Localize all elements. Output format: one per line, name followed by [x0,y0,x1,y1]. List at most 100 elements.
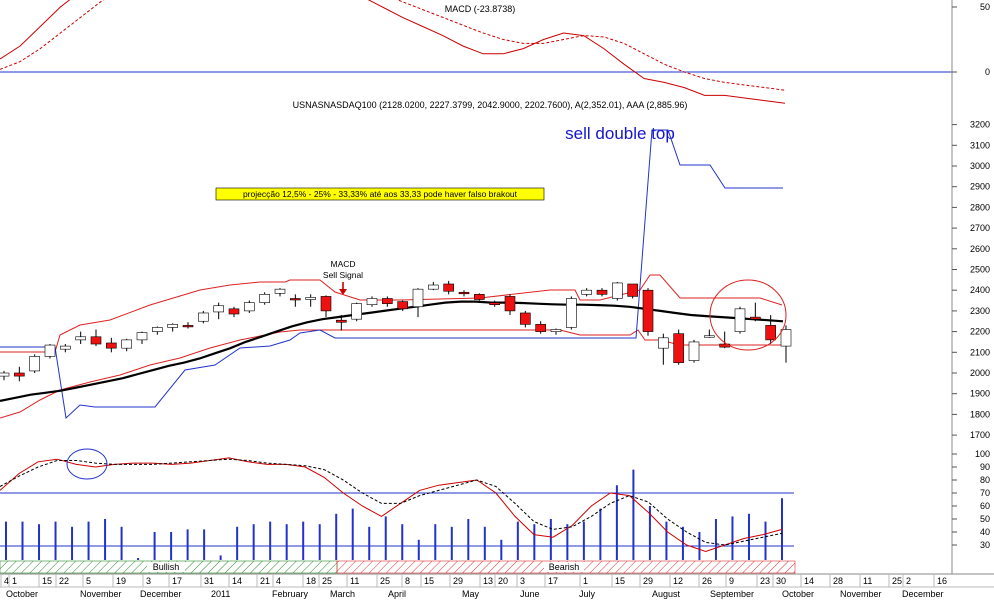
candle-up [704,329,715,338]
candle-body [704,335,715,338]
price-tick-label: 2200 [970,327,990,337]
candle-body [780,329,792,347]
candle-up [213,302,224,320]
candle-down [228,306,240,318]
price-tick-label: 2500 [970,265,990,275]
candle-body [489,302,500,305]
candle-body [504,296,516,312]
candle-body [182,325,194,328]
price-tick-label: 2800 [970,202,990,212]
candle-down [382,296,393,307]
candle-down [750,302,761,322]
candle-body [397,301,408,310]
date-day-label: 29 [453,576,463,586]
date-day-label: 11 [350,576,359,586]
candle-down [182,322,194,329]
price-tick-label: 2600 [970,244,990,254]
date-month-label: December [140,589,182,599]
candle-down [443,280,454,295]
moving-average-line [0,300,784,402]
date-day-label: 3 [146,576,151,586]
date-month-label: April [388,589,406,599]
candle-up [274,288,286,297]
candle-body [29,356,40,372]
candle-up [29,354,40,373]
price-panel: USNASNASDAQ100 (2128.0200, 2227.3799, 20… [0,100,792,420]
candle-down [474,293,485,301]
candle-body [14,372,25,377]
candle-up [734,306,746,334]
date-day-label: 23 [760,576,770,586]
candle-down [627,283,638,299]
date-day-label: 25 [380,576,390,586]
candle-down [673,329,684,365]
candle-up [44,344,56,359]
date-day-label: 9 [729,576,734,586]
candle-down [520,310,531,328]
candle-body [673,333,684,363]
price-stop-line [0,129,783,420]
candle-body [765,325,776,341]
date-axis: 4 1 15 22 5 19 3 17 31 14 21 4 18 25 11 25 8 15 29 13 20 3 17 1… [0,573,994,599]
candle-body [152,327,163,332]
candle-body [382,298,393,304]
date-day-label: 17 [172,576,182,586]
candle-body [75,336,86,341]
macd-tick-label: 0 [985,67,990,77]
date-day-label: 5 [86,576,91,586]
price-tick-label: 1800 [970,409,990,419]
candle-up [198,310,209,324]
date-month-label: December [902,589,944,599]
candle-up [428,281,439,291]
date-day-label: 22 [59,576,69,586]
candle-up [780,325,792,363]
stoch-d-line [0,458,783,546]
stoch-tick-label: 30 [980,540,990,550]
stoch-tick-label: 40 [980,527,990,537]
bearish-label-bg [544,562,584,572]
candle-up [550,328,562,335]
candle-up [351,302,362,322]
price-tick-label: 3100 [970,140,990,150]
candle-body [566,298,577,328]
date-month-label: October [782,589,814,599]
projection-note: projecção 12,5% - 25% - 33,33% até aos 3… [243,189,518,199]
date-day-label: 4 [276,576,281,586]
trend-bar: Bullish Bearish [0,560,796,574]
stoch-tick-label: 90 [980,462,990,472]
candle-body [688,341,700,361]
macd-sell-signal-sublabel: Sell Signal [323,270,363,280]
macd-signal-line [0,0,786,91]
candle-body [596,289,608,295]
price-tick-label: 1700 [970,430,990,440]
candle-body [520,312,531,325]
candle-body [336,319,347,323]
candle-up [612,281,623,301]
candle-down [489,300,500,307]
bearish-label: Bearish [549,562,580,572]
candle-down [504,294,516,316]
date-day-label: 1 [583,576,588,586]
candle-down [596,288,608,297]
candle-up [244,300,255,313]
date-day-label: 14 [232,576,242,586]
date-day-label: 30 [776,576,786,586]
candle-up [259,292,270,305]
price-tick-label: 1900 [970,389,990,399]
stoch-tick-label: 100 [975,449,990,459]
candle-body [228,308,240,315]
candle-body [244,302,255,312]
candle-body [0,372,10,377]
date-day-label: 17 [548,576,558,586]
date-day-label: 4 [4,576,9,586]
date-month-label: February [272,589,309,599]
date-day-label: 15 [424,576,434,586]
candle-down [642,288,654,336]
candle-down [397,300,408,311]
stochastic-panel [0,448,794,560]
date-day-label: 28 [833,576,843,586]
candle-body [213,305,224,313]
date-day-label: 20 [498,576,508,586]
stoch-tick-label: 60 [980,501,990,511]
